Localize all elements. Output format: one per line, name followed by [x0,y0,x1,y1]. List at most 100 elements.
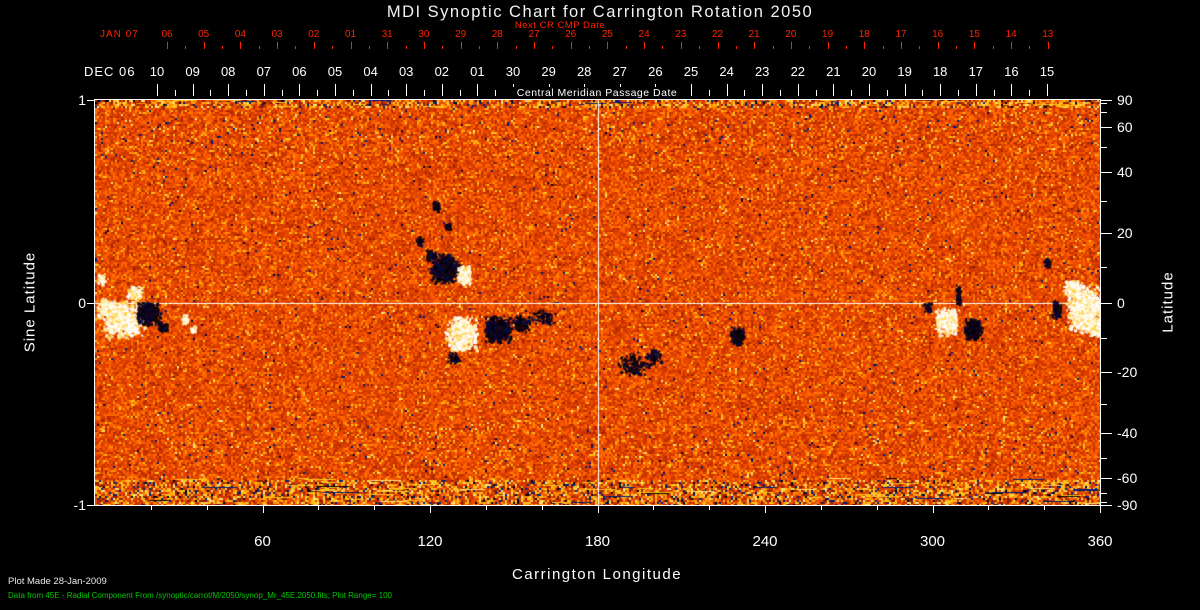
lon-minor-tick [653,506,655,510]
lat-tick [1101,233,1112,235]
next-cr-tick [460,42,462,49]
cmp-day-label: 07 [256,64,272,79]
cmp-tick [691,84,692,96]
next-cr-minor-tick [222,46,224,49]
cmp-minor-tick [886,90,888,96]
next-cr-minor-tick [699,46,701,49]
cmp-minor-tick [922,90,924,96]
next-cr-tick [350,42,352,49]
cmp-minor-tick [958,90,959,96]
lon-tick [597,506,599,513]
next-cr-tick [790,42,792,49]
cmp-tick [726,84,728,96]
next-cr-minor-tick [1029,46,1031,49]
chart-title: MDI Synoptic Chart for Carrington Rotati… [386,3,814,21]
lat-tick-label: 0 [1117,294,1125,311]
lat-minor-tick [1101,403,1107,405]
next-cr-day-label: 14 [1005,29,1017,40]
next-cr-tick [864,42,866,49]
cmp-tick [762,84,764,96]
next-cr-minor-tick [919,46,921,49]
left-axis-title: Sine Latitude [21,251,39,353]
lat-tick-label: 40 [1117,164,1133,181]
lat-tick-label: -60 [1117,469,1138,486]
lat-minor-tick [1101,112,1107,114]
lat-tick [1101,432,1112,434]
lat-tick-label: 20 [1117,225,1133,242]
cmp-day-label: 17 [968,64,984,79]
lon-tick [765,506,766,513]
cmp-minor-tick [1029,90,1031,96]
next-cr-minor-tick [662,46,664,49]
next-cr-tick [754,42,756,49]
next-cr-day-label: 04 [234,29,246,40]
next-cr-day-label: 13 [1042,29,1054,40]
lon-tick [262,506,264,513]
plot-frame [94,99,1101,506]
next-cr-tick [680,42,682,49]
cmp-tick [477,84,479,96]
lon-tick-label: 180 [584,533,611,550]
synoptic-map-canvas [95,100,1100,505]
cmp-minor-tick [815,90,817,96]
next-cr-day-label: 20 [785,29,797,40]
next-cr-tick [974,42,976,49]
next-cr-tick [167,42,168,49]
lat-tick [1101,127,1112,129]
next-cr-month-label: JAN 07 [100,29,139,40]
cmp-minor-tick [459,90,461,96]
next-cr-minor-tick [589,46,591,49]
cmp-axis-title: Central Meridian Passage Date [511,87,683,99]
next-cr-day-label: 03 [271,29,283,40]
cmp-tick [904,84,906,96]
lon-tick-label: 240 [752,533,778,550]
next-cr-tick [1011,42,1013,49]
cmp-tick [1011,84,1013,96]
lon-minor-tick [485,506,487,510]
cmp-minor-tick [281,90,283,96]
sine-lat-tick [87,100,94,101]
next-cr-minor-tick [809,46,811,49]
cmp-day-label: 10 [149,64,165,79]
next-cr-day-label: 02 [308,29,320,40]
next-cr-minor-tick [368,46,370,49]
data-source-note: Data from 45E - Radial Component From /s… [8,591,392,600]
lat-minor-tick [1101,457,1107,459]
lon-minor-tick [150,506,152,510]
cmp-day-label: 06 [292,64,307,79]
cmp-minor-tick [317,90,319,96]
cmp-day-label: 26 [648,64,663,79]
sine-lat-tick [87,302,94,304]
cmp-minor-tick [708,90,710,96]
next-cr-day-label: 31 [381,29,393,40]
next-cr-day-label: 23 [675,29,687,40]
lat-tick [1101,172,1112,174]
lat-tick [1101,100,1112,101]
cmp-tick [833,84,835,96]
plot-made-note: Plot Made 28-Jan-2009 [8,576,107,587]
next-cr-day-label: 24 [638,29,650,40]
cmp-day-label: 24 [719,64,734,79]
cmp-minor-tick [851,90,853,96]
lon-minor-tick [541,506,543,510]
cmp-month-label: DEC 06 [84,64,136,79]
cmp-tick [940,84,942,96]
cmp-day-label: 28 [576,64,592,79]
cmp-tick [263,84,265,96]
next-cr-day-label: 29 [455,29,467,40]
lat-tick-label: 60 [1117,119,1133,136]
next-cr-day-label: 01 [344,29,357,40]
cmp-minor-tick [352,90,354,96]
sine-lat-tick-label: -1 [73,497,86,513]
cmp-tick [869,84,870,96]
next-cr-minor-tick [735,46,737,49]
cmp-tick [157,84,158,96]
next-cr-day-label: 22 [711,29,724,40]
next-cr-minor-tick [552,46,554,49]
lat-tick [1101,477,1112,479]
cmp-minor-tick [388,90,390,96]
next-cr-day-label: 19 [822,29,834,40]
next-cr-tick [203,42,205,49]
lat-tick [1101,302,1112,304]
